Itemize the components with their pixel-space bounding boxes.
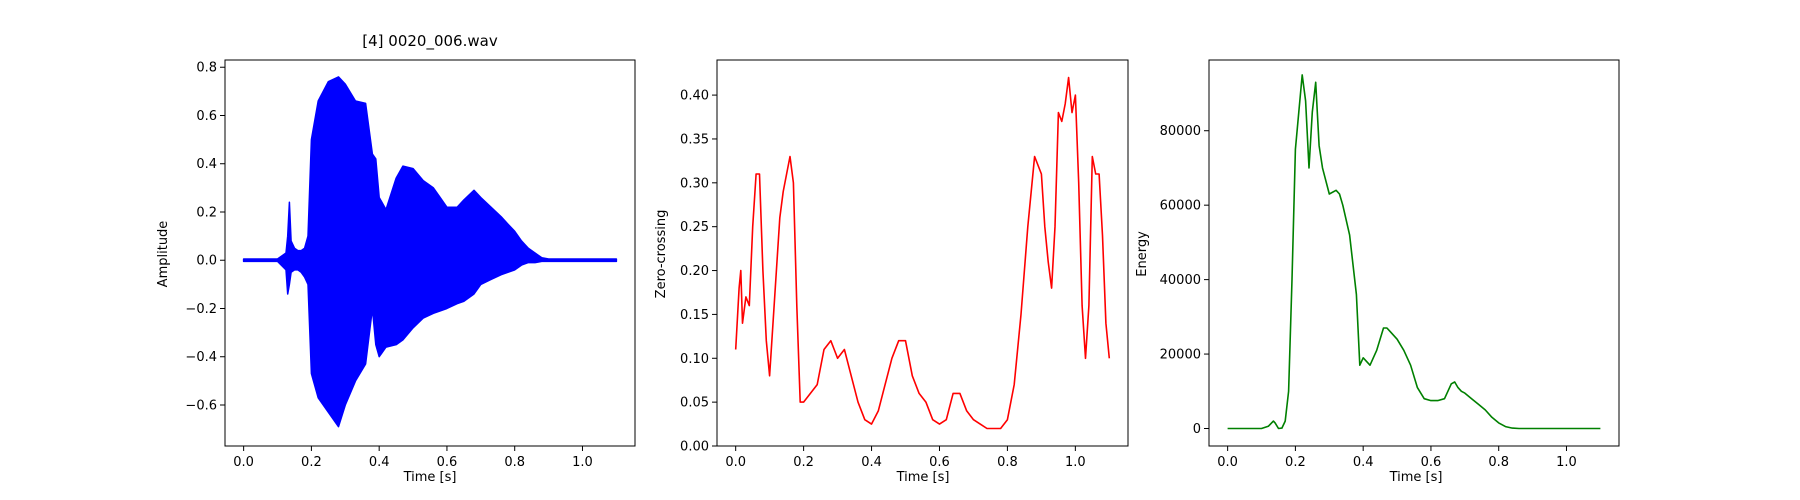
x-tick-label: 1.0 (1556, 455, 1577, 470)
x-tick-label: 0.0 (233, 455, 254, 470)
x-tick-label: 0.2 (301, 455, 322, 470)
y-tick-label: 0.00 (680, 440, 709, 455)
axes-frame (716, 59, 1129, 447)
x-tick-label: 0.6 (929, 455, 950, 470)
x-tick-label: 0.8 (997, 455, 1018, 470)
x-tick-label: 0.6 (1421, 455, 1442, 470)
x-tick-label: 0.2 (1285, 455, 1306, 470)
y-tick-label: −0.4 (185, 350, 217, 365)
y-tick-label: 80000 (1160, 124, 1201, 139)
plot-area (242, 76, 618, 428)
series-line (734, 76, 1111, 430)
x-tick-label: 1.0 (1065, 455, 1086, 470)
x-tick-label: 0.2 (793, 455, 814, 470)
y-tick-label: 40000 (1160, 273, 1201, 288)
x-axis-label: Time [s] (896, 470, 950, 485)
y-tick-label: 0.15 (680, 308, 709, 323)
x-tick-label: 0.8 (504, 455, 525, 470)
x-axis-label: Time [s] (1389, 470, 1443, 485)
y-tick-label: 0.30 (680, 176, 709, 191)
x-tick-label: 0.4 (1353, 455, 1374, 470)
zero-crossing-panel: Time [s] Zero-crossing 0.0 0.2 0.4 0.6 0.8 1.… (654, 59, 1129, 485)
plot-area (734, 76, 1111, 430)
x-tick-label: 0.8 (1488, 455, 1509, 470)
y-tick-label: 0.05 (680, 396, 709, 411)
y-axis-label: Zero-crossing (654, 210, 669, 299)
series-line (1227, 74, 1601, 430)
plot-area (1227, 74, 1601, 430)
y-tick-label: −0.2 (185, 302, 217, 317)
y-axis-label: Energy (1135, 231, 1150, 277)
y-tick-label: 0.25 (680, 220, 709, 235)
y-tick-label: 0.40 (680, 89, 709, 104)
waveform-fill (242, 76, 618, 428)
x-tick-label: 0.0 (725, 455, 746, 470)
y-tick-label: 60000 (1160, 199, 1201, 214)
axes-frame (1208, 59, 1620, 447)
y-tick-label: 0.35 (680, 132, 709, 147)
axes-frame (224, 59, 636, 447)
plot-title: [4] 0020_006.wav (362, 32, 498, 51)
x-tick-label: 1.0 (572, 455, 593, 470)
x-tick-label: 0.0 (1217, 455, 1238, 470)
x-tick-label: 0.4 (861, 455, 882, 470)
y-tick-label: −0.6 (185, 398, 217, 413)
amplitude-panel: [4] 0020_006.wav Time [s] Amplitude 0.0 0… (156, 32, 636, 485)
y-tick-label: 0.6 (196, 109, 217, 124)
x-tick-label: 0.6 (437, 455, 458, 470)
y-tick-label: 0.0 (196, 254, 217, 269)
energy-panel: Time [s] Energy 0.0 0.2 0.4 0.6 0.8 1.0 0 20000… (1135, 59, 1620, 485)
y-axis-label: Amplitude (156, 221, 171, 288)
x-tick-label: 0.4 (369, 455, 390, 470)
y-tick-label: 0.2 (196, 205, 217, 220)
x-axis-label: Time [s] (403, 470, 457, 485)
y-tick-label: 0 (1193, 422, 1201, 437)
y-tick-label: 0.20 (680, 264, 709, 279)
y-tick-label: 0.10 (680, 352, 709, 367)
y-tick-label: 20000 (1160, 348, 1201, 363)
y-tick-label: 0.8 (196, 61, 217, 76)
y-tick-label: 0.4 (196, 157, 217, 172)
